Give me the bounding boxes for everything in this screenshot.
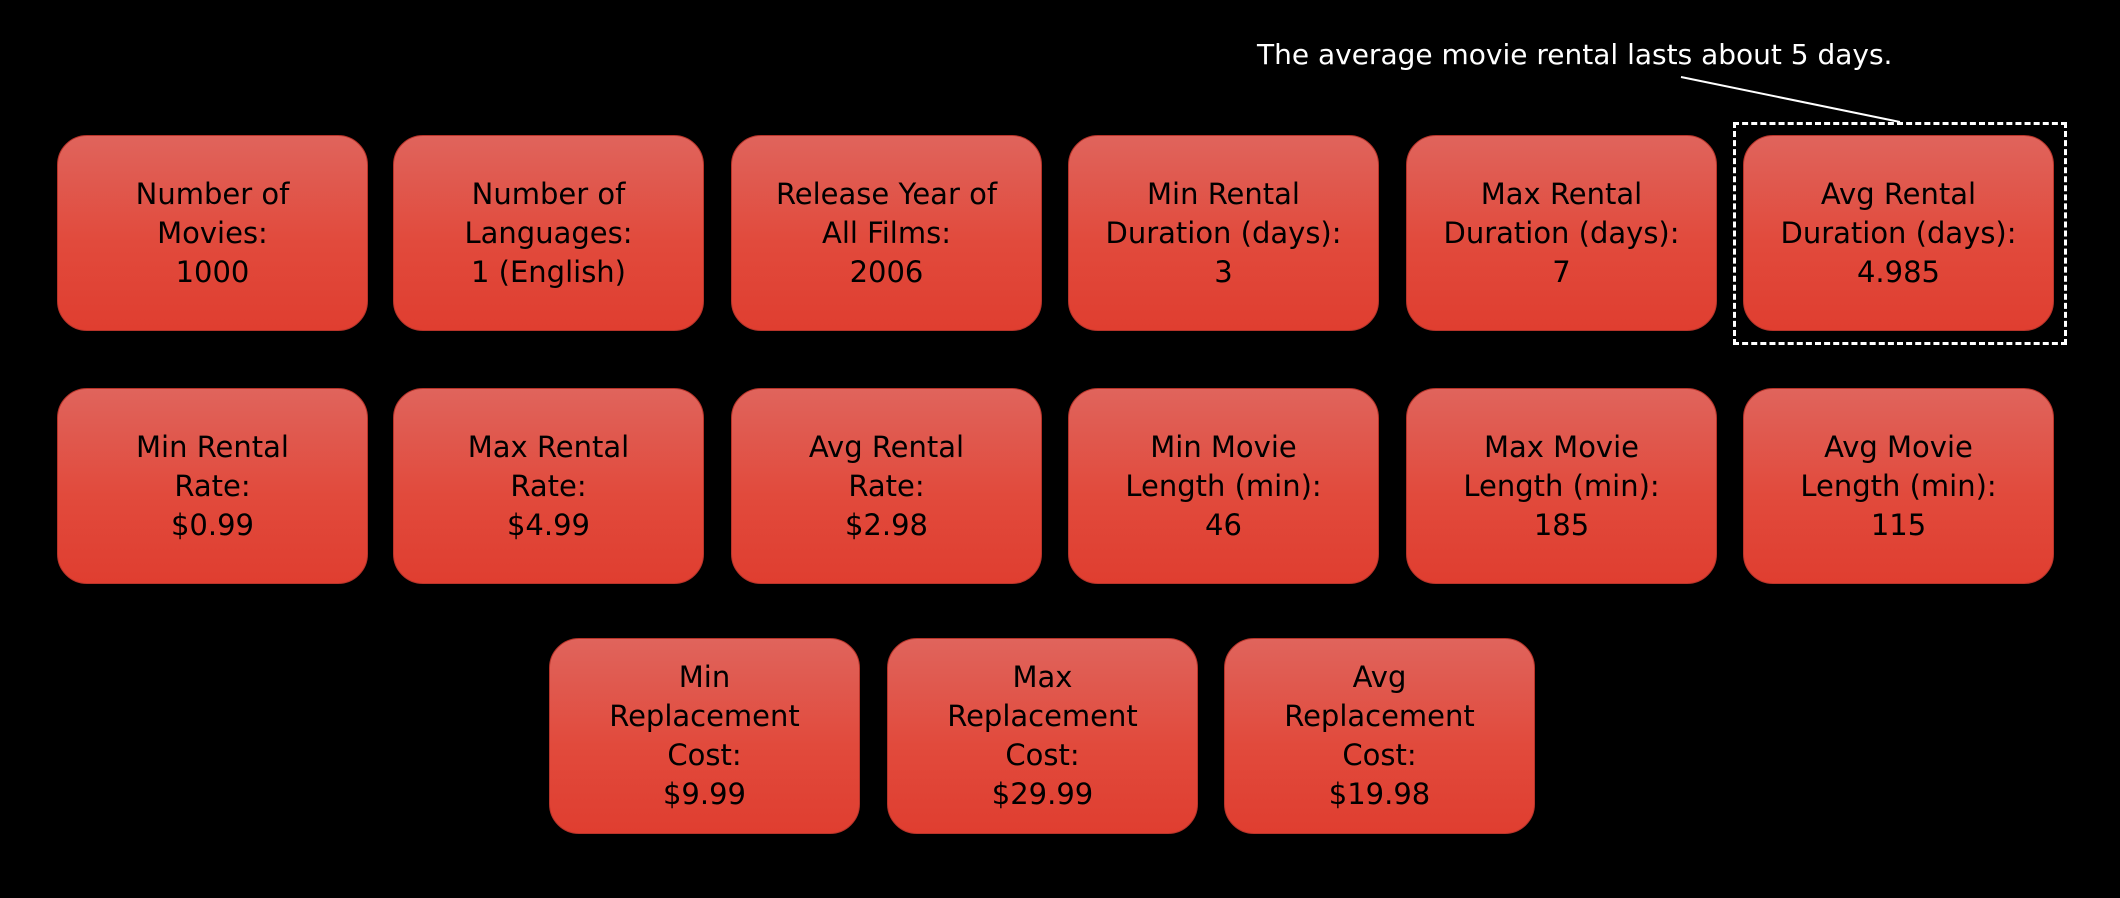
stat-card-text: Min Rental Duration (days): 3	[1093, 175, 1353, 292]
stat-value: $4.99	[506, 507, 590, 542]
stat-card: Min Rental Duration (days): 3	[1068, 135, 1379, 331]
stat-card-text: Max Rental Rate: $4.99	[456, 428, 641, 545]
stat-card: Max Movie Length (min): 185	[1406, 388, 1717, 584]
stat-label: Min Movie Length (min):	[1125, 429, 1322, 503]
stat-value: $19.98	[1328, 777, 1431, 811]
stat-card: Number of Movies: 1000	[57, 135, 368, 331]
stat-value: 4.985	[1856, 254, 1941, 289]
stat-card: Avg Movie Length (min): 115	[1743, 388, 2054, 584]
stat-value: 1 (English)	[470, 254, 626, 289]
stat-label: Max Rental Duration (days):	[1443, 176, 1680, 250]
stat-label: Number of Languages:	[464, 176, 633, 250]
stat-card: Release Year of All Films: 2006	[731, 135, 1042, 331]
stat-label: Avg Movie Length (min):	[1800, 429, 1997, 503]
stat-label: Max Rental Rate:	[467, 429, 630, 503]
stat-label: Min Replacement Cost:	[609, 660, 800, 772]
stat-card-text: Min Replacement Cost: $9.99	[597, 658, 812, 814]
stat-card-text: Max Movie Length (min): 185	[1451, 428, 1671, 545]
stat-value: $0.99	[170, 507, 254, 542]
stat-label: Number of Movies:	[135, 176, 290, 250]
stat-value: 46	[1205, 507, 1242, 542]
stat-card-text: Avg Rental Duration (days): 4.985	[1768, 175, 2028, 292]
stat-card: Avg Rental Duration (days): 4.985	[1743, 135, 2054, 331]
stat-card-text: Release Year of All Films: 2006	[764, 175, 1009, 292]
stat-card: Min Movie Length (min): 46	[1068, 388, 1379, 584]
stat-label: Max Replacement Cost:	[947, 660, 1138, 772]
stat-label: Avg Rental Rate:	[808, 429, 965, 503]
stat-card: Max Rental Rate: $4.99	[393, 388, 704, 584]
stat-card: Avg Rental Rate: $2.98	[731, 388, 1042, 584]
stat-value: 2006	[849, 254, 924, 289]
stat-label: Max Movie Length (min):	[1463, 429, 1660, 503]
stat-value: $2.98	[844, 507, 928, 542]
stat-card: Max Rental Duration (days): 7	[1406, 135, 1717, 331]
stat-card: Min Rental Rate: $0.99	[57, 388, 368, 584]
stat-card-text: Avg Rental Rate: $2.98	[797, 428, 976, 545]
stat-card-text: Min Movie Length (min): 46	[1113, 428, 1333, 545]
highlight-dashed-box	[1733, 122, 2067, 345]
stat-card-text: Avg Replacement Cost: $19.98	[1272, 658, 1487, 814]
stat-card-text: Number of Languages: 1 (English)	[453, 175, 645, 292]
stat-value: 1000	[175, 254, 250, 289]
stat-value: 185	[1533, 507, 1590, 542]
stat-value: $29.99	[991, 777, 1094, 811]
stat-card-text: Avg Movie Length (min): 115	[1788, 428, 2008, 545]
stat-card: Max Replacement Cost: $29.99	[887, 638, 1198, 834]
stat-value: $9.99	[662, 777, 747, 811]
stat-card-text: Number of Movies: 1000	[124, 175, 302, 292]
stat-value: 7	[1552, 254, 1571, 289]
stat-card: Avg Replacement Cost: $19.98	[1224, 638, 1535, 834]
stat-label: Min Rental Rate:	[136, 429, 289, 503]
stat-card-text: Max Rental Duration (days): 7	[1431, 175, 1691, 292]
stat-card-text: Max Replacement Cost: $29.99	[935, 658, 1150, 814]
stat-value: 115	[1870, 507, 1927, 542]
stat-label: Avg Replacement Cost:	[1284, 660, 1475, 772]
stat-label: Release Year of All Films:	[775, 176, 998, 250]
stat-label: Min Rental Duration (days):	[1105, 176, 1342, 250]
stat-value: 3	[1214, 254, 1233, 289]
stat-card: Min Replacement Cost: $9.99	[549, 638, 860, 834]
stat-card-text: Min Rental Rate: $0.99	[124, 428, 301, 545]
stat-card: Number of Languages: 1 (English)	[393, 135, 704, 331]
stat-label: Avg Rental Duration (days):	[1780, 176, 2017, 250]
annotation-callout-text: The average movie rental lasts about 5 d…	[1257, 38, 1893, 71]
